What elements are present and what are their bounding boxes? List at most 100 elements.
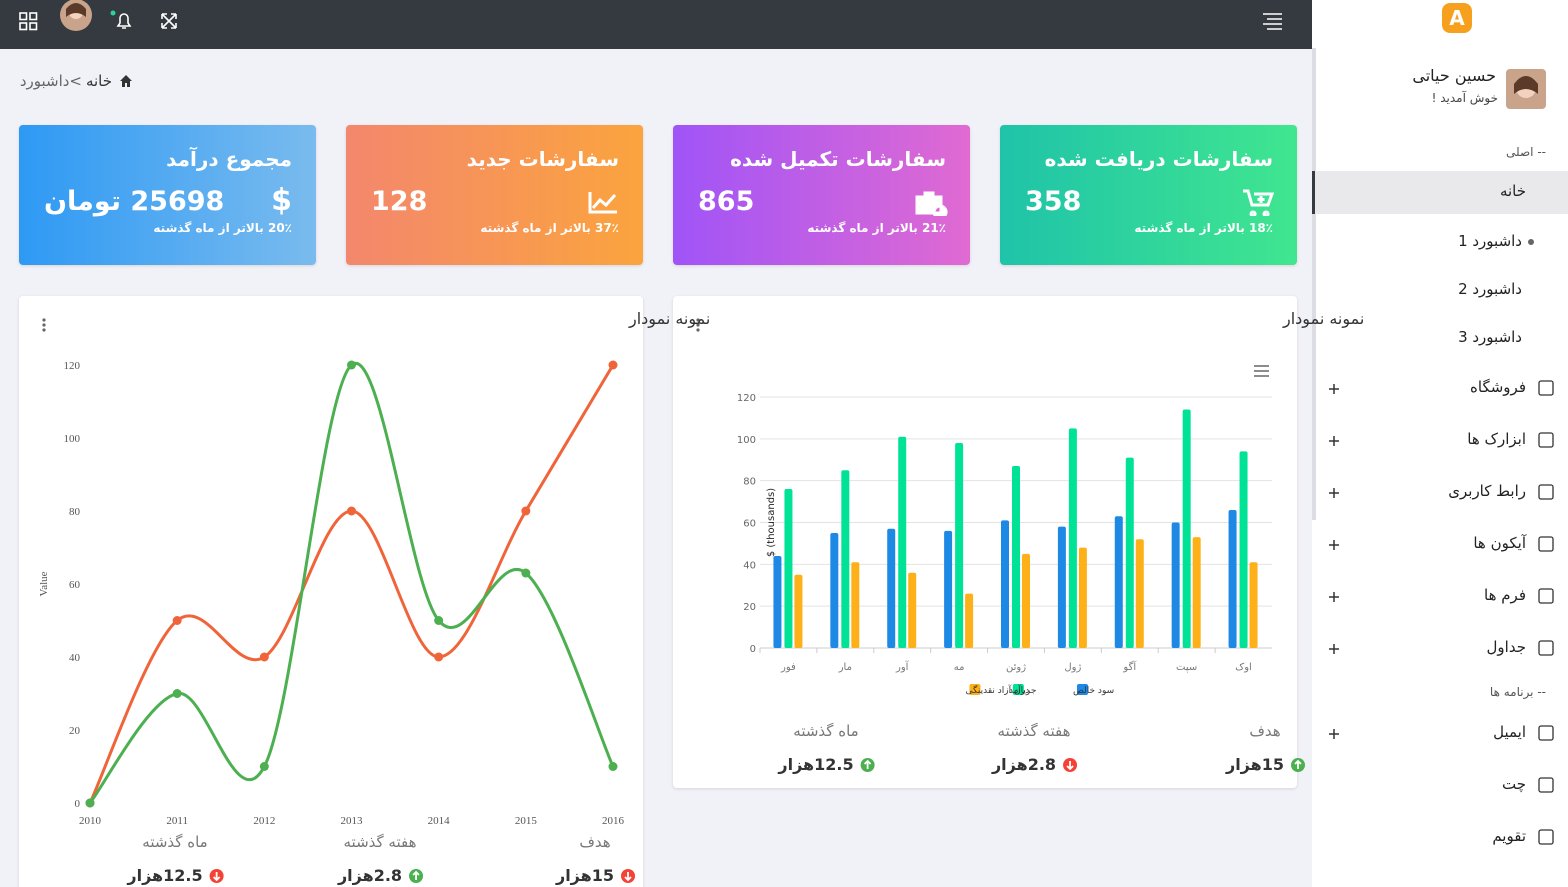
- submenu-item[interactable]: داشبورد 2: [1458, 280, 1522, 298]
- stat-card: سفارشات دریافت شده 358 18٪ بالاتر از ماه گ…: [1000, 125, 1297, 265]
- chart-options[interactable]: [42, 328, 46, 332]
- bar: [1135, 539, 1144, 648]
- stat-label: ماه گذشته: [793, 722, 858, 740]
- trend-arrow: [412, 870, 420, 880]
- chart: نمونه نمودار 0 20 40 60 80 100 120 2010 2011 2012 2…: [38, 309, 710, 885]
- menu-icon: [1538, 484, 1554, 500]
- menu-active-bar: [1312, 171, 1315, 214]
- y-tick-label: 0: [750, 644, 756, 655]
- menu-toggle[interactable]: [1263, 13, 1282, 30]
- y-tick-label: 100: [737, 435, 756, 446]
- menu-item[interactable]: رابط کاربری: [1448, 482, 1526, 500]
- menu-item[interactable]: خانه: [1499, 182, 1526, 200]
- stat-icon: $: [271, 183, 292, 218]
- bar: [851, 562, 860, 648]
- user-name: حسین حیاتی: [1412, 66, 1496, 85]
- stat-value: 15هزار: [555, 866, 614, 885]
- stat-value: 128: [371, 186, 428, 217]
- menu-item[interactable]: ابزارک ها: [1467, 430, 1526, 448]
- legend-swatch: [1077, 684, 1088, 695]
- point: [85, 798, 95, 808]
- menu-item[interactable]: جداول: [1486, 638, 1526, 656]
- chart-title: نمونه نمودار: [1282, 309, 1364, 329]
- stat-label: هفته گذشته: [344, 833, 417, 851]
- stat-card: سفارشات جدید 128 37٪ بالاتر از ماه گذشته: [346, 125, 643, 265]
- y-tick-label: 40: [69, 652, 81, 664]
- stat-note: 37٪ بالاتر از ماه گذشته: [480, 221, 619, 235]
- chart-title: نمونه نمودار: [628, 309, 710, 329]
- menu-item[interactable]: چت: [1501, 775, 1526, 793]
- menu-icon: [1538, 640, 1554, 656]
- point: [347, 360, 356, 370]
- trend-arrow: [212, 872, 221, 882]
- chart-options[interactable]: [42, 318, 46, 322]
- submenu-item[interactable]: داشبورد 3: [1458, 328, 1522, 346]
- menu-icon: [1538, 829, 1554, 845]
- menu-icon: [1538, 588, 1554, 604]
- bar: [841, 470, 850, 648]
- y-tick-label: 0: [75, 798, 81, 810]
- menu-item[interactable]: ایمیل: [1493, 723, 1526, 741]
- stat-value: 12.5هزار: [777, 755, 853, 774]
- bar: [794, 574, 803, 648]
- y-axis-label: Value: [38, 571, 50, 596]
- avatar[interactable]: [60, 0, 92, 31]
- breadcrumb-home[interactable]: خانه: [85, 72, 112, 90]
- apps-icon[interactable]: [19, 12, 38, 31]
- bar: [1228, 509, 1237, 648]
- point: [259, 762, 269, 771]
- line: [88, 361, 615, 804]
- menu-item[interactable]: تقویم: [1492, 827, 1526, 845]
- bar: [898, 436, 907, 648]
- chart-options[interactable]: [696, 328, 700, 332]
- y-tick-label: 40: [743, 560, 756, 571]
- menu-icon: [1538, 536, 1554, 552]
- chart-options[interactable]: [696, 318, 700, 322]
- x-tick-label: مه: [954, 662, 965, 673]
- bar: [830, 532, 839, 648]
- menu-item[interactable]: آیکون ها: [1473, 534, 1526, 552]
- point: [521, 506, 531, 516]
- status-dot: [110, 10, 116, 16]
- y-tick-label: 120: [737, 393, 756, 404]
- x-tick-label: سپت: [1176, 662, 1197, 673]
- logo: A: [1442, 3, 1472, 33]
- bell-icon[interactable]: [116, 13, 132, 29]
- legend-swatch: [1012, 684, 1024, 695]
- menu-section: -- برنامه ها: [1489, 685, 1546, 699]
- y-tick-label: 100: [64, 433, 81, 445]
- chart-options[interactable]: [696, 323, 700, 327]
- bar: [1057, 526, 1066, 648]
- bar: [1239, 451, 1248, 648]
- stat-icon: [915, 191, 948, 216]
- bar: [1182, 409, 1191, 648]
- point: [347, 506, 356, 516]
- submenu-item[interactable]: داشبورد 1: [1458, 232, 1522, 250]
- y-tick-label: 120: [64, 360, 81, 372]
- stat-card: مجموع درآمد 25698 تومان 20٪ بالاتر از ماه …: [19, 125, 316, 265]
- x-tick-label: ژوئن: [1006, 662, 1026, 673]
- stat-value: 2.8هزار: [337, 866, 402, 885]
- home-icon: [120, 75, 132, 87]
- breadcrumb-current: >داشبورد: [19, 72, 82, 90]
- point: [608, 762, 618, 771]
- x-tick-label: 2016: [602, 815, 625, 827]
- menu-item[interactable]: فرم ها: [1484, 586, 1526, 604]
- bar: [1012, 466, 1020, 648]
- bar: [1078, 547, 1087, 648]
- chart-menu[interactable]: [1254, 365, 1269, 377]
- bar: [1068, 428, 1077, 648]
- stat-icon: [1243, 189, 1275, 216]
- y-tick-label: 20: [69, 725, 81, 737]
- bar: [1171, 522, 1180, 648]
- bar: [1249, 562, 1258, 648]
- x-tick-label: 2011: [166, 815, 188, 827]
- fullscreen-icon[interactable]: [161, 13, 177, 29]
- stat-value: 358: [1025, 186, 1082, 217]
- chart-options[interactable]: [42, 323, 46, 327]
- menu-item[interactable]: فروشگاه: [1470, 378, 1526, 396]
- x-tick-label: 2012: [253, 815, 275, 827]
- stat-icon: [588, 192, 617, 214]
- stat-value: 865: [698, 186, 755, 217]
